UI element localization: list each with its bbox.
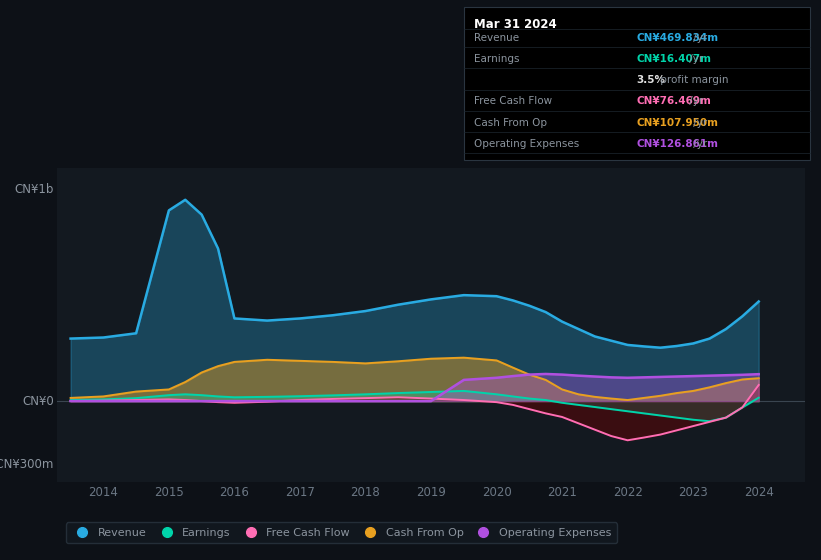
Text: CN¥107.950m: CN¥107.950m bbox=[636, 118, 718, 128]
Text: CN¥469.834m: CN¥469.834m bbox=[636, 32, 718, 43]
Text: Free Cash Flow: Free Cash Flow bbox=[474, 96, 552, 106]
Text: CN¥16.407m: CN¥16.407m bbox=[636, 54, 711, 64]
Text: -CN¥300m: -CN¥300m bbox=[0, 458, 53, 471]
Text: Earnings: Earnings bbox=[474, 54, 519, 64]
Text: CN¥1b: CN¥1b bbox=[14, 183, 53, 195]
Text: /yr: /yr bbox=[686, 54, 703, 64]
Text: CN¥0: CN¥0 bbox=[22, 395, 53, 408]
Text: /yr: /yr bbox=[690, 32, 708, 43]
Text: /yr: /yr bbox=[690, 139, 708, 149]
Text: Cash From Op: Cash From Op bbox=[474, 118, 547, 128]
Text: profit margin: profit margin bbox=[657, 75, 728, 85]
Text: CN¥76.469m: CN¥76.469m bbox=[636, 96, 711, 106]
Text: 3.5%: 3.5% bbox=[636, 75, 665, 85]
Text: CN¥126.861m: CN¥126.861m bbox=[636, 139, 718, 149]
Text: Mar 31 2024: Mar 31 2024 bbox=[474, 17, 557, 31]
Text: Revenue: Revenue bbox=[474, 32, 519, 43]
Text: /yr: /yr bbox=[686, 96, 703, 106]
Legend: Revenue, Earnings, Free Cash Flow, Cash From Op, Operating Expenses: Revenue, Earnings, Free Cash Flow, Cash … bbox=[66, 522, 617, 543]
Text: /yr: /yr bbox=[690, 118, 708, 128]
Text: Operating Expenses: Operating Expenses bbox=[474, 139, 579, 149]
